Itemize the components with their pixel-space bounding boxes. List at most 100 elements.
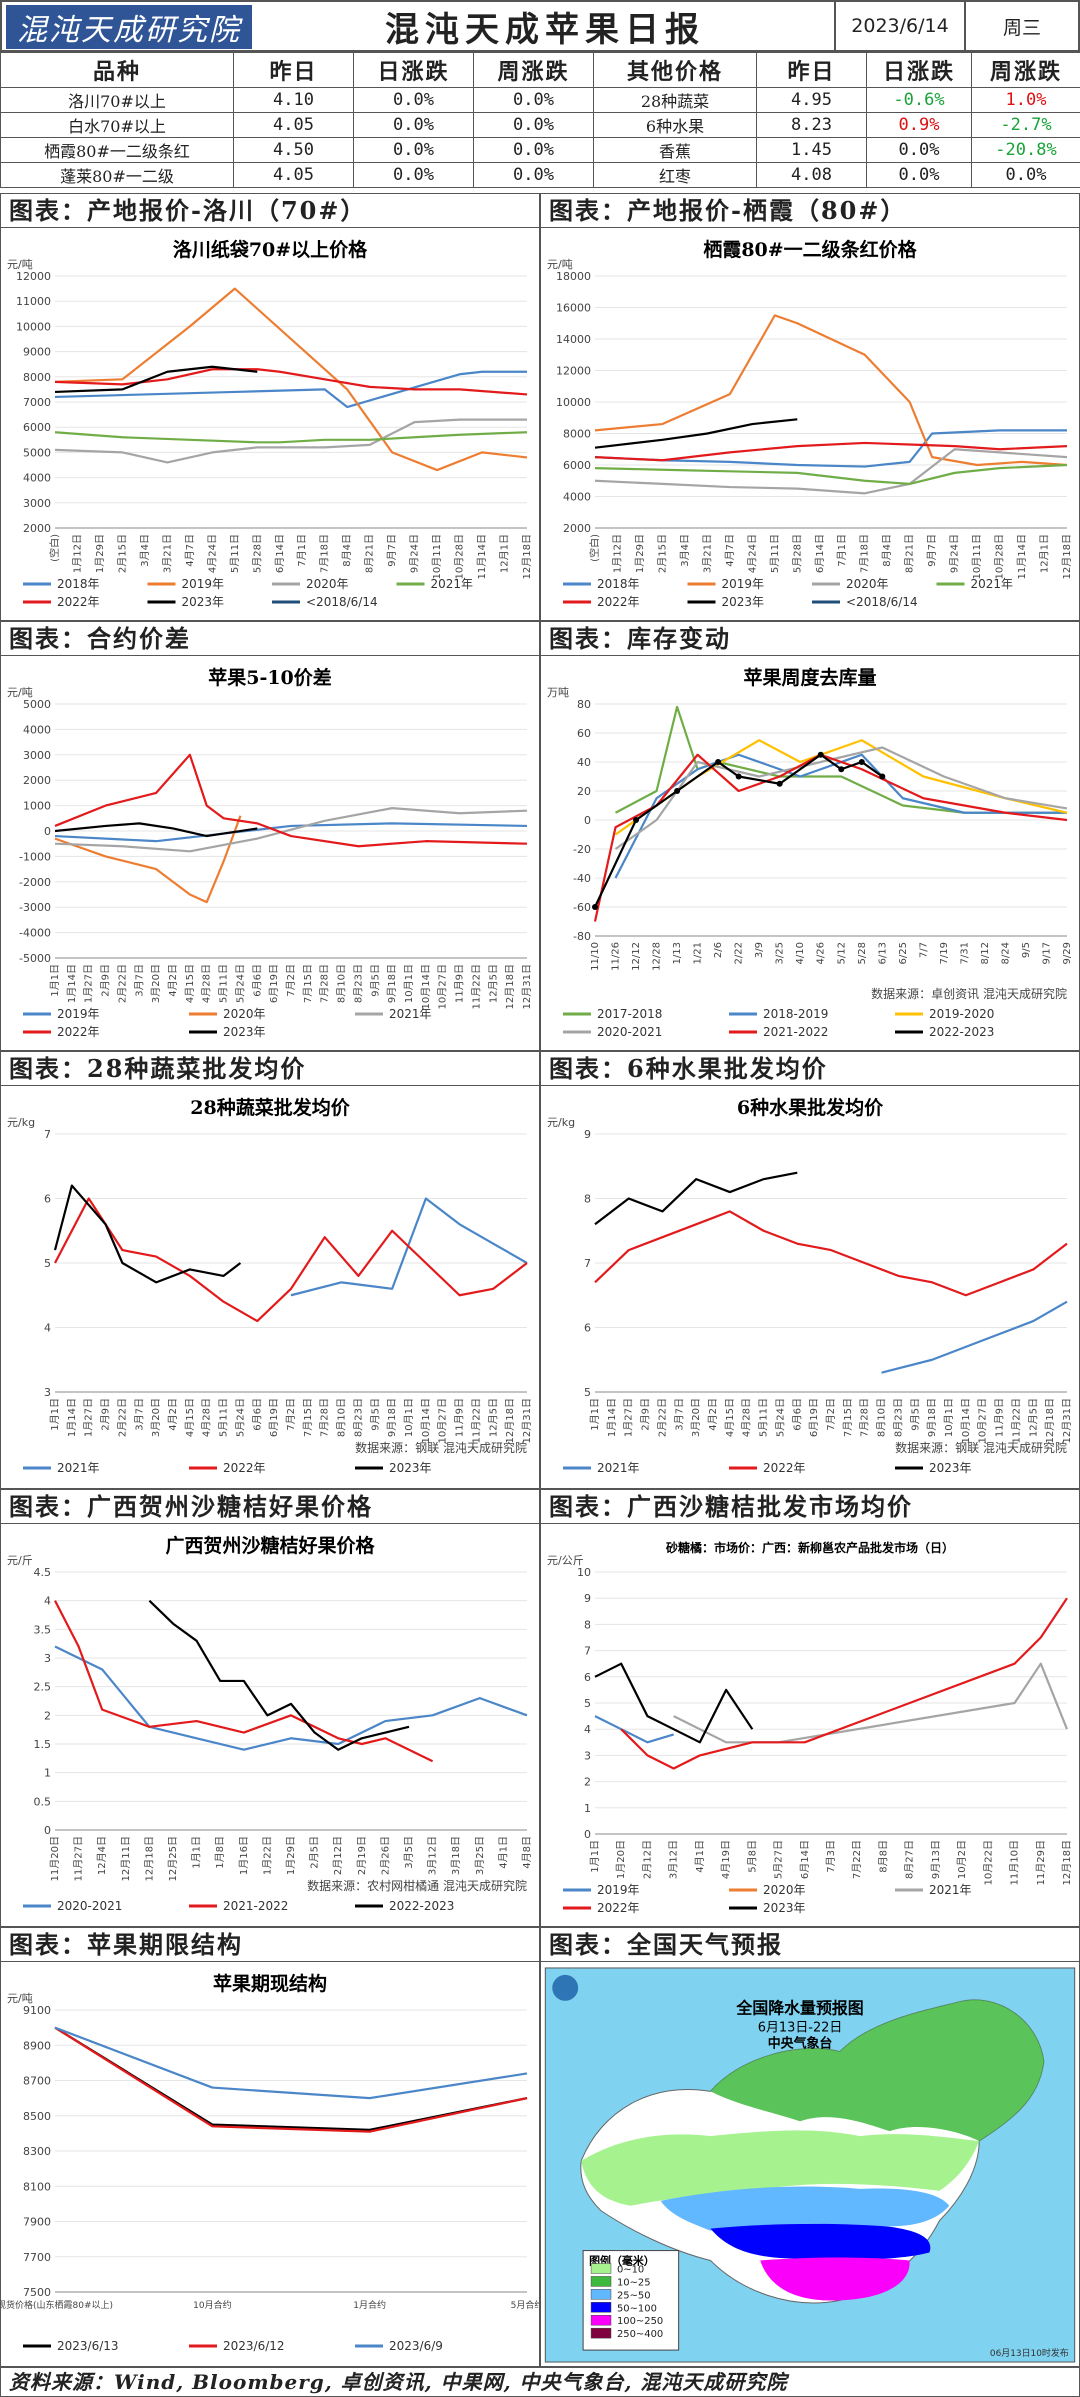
y-tick-label: 0 [584, 1828, 591, 1841]
report-weekday: 周三 [964, 2, 1078, 50]
x-tick-label: 12月18日 [521, 534, 533, 579]
x-tick-label: 4月7日 [724, 534, 736, 567]
weather-stamp: 06月13日10时发布 [990, 2347, 1069, 2359]
x-tick-label: 6月6日 [791, 1398, 803, 1431]
x-tick-label: 5月24日 [234, 1398, 246, 1437]
y-tick-label: 5 [44, 1257, 51, 1270]
series-line [53, 1184, 242, 1284]
x-tick-label: 1月29日 [634, 534, 646, 573]
table-cell: 洛川70#以上 [0, 87, 234, 113]
x-tick-label: 9月18日 [386, 964, 398, 1003]
y-tick-label: 6 [584, 1322, 591, 1335]
x-tick-label: 8/24 [1000, 942, 1011, 964]
y-tick-label: 18000 [556, 270, 591, 283]
legend-label: 2019年 [182, 577, 225, 591]
x-tick-label: 7月3日 [825, 1840, 837, 1873]
y-tick-label: 7500 [23, 2286, 51, 2299]
table-cell: 蓬莱80#一二级 [0, 162, 234, 188]
x-tick-label: 1月27日 [623, 1398, 635, 1437]
series-line [615, 705, 1067, 814]
x-tick-label: 1月1日 [589, 1840, 601, 1873]
x-tick-label: 12月18日 [143, 1836, 155, 1881]
x-tick-label: 12月18日 [1061, 534, 1073, 579]
x-tick-label: 1月1日 [191, 1836, 203, 1869]
report-date: 2023/6/14 [834, 2, 964, 50]
legend-swatch [590, 2263, 612, 2274]
y-tick-label: 20 [577, 785, 591, 798]
y-tick-label: 7 [584, 1257, 591, 1270]
x-tick-label: 5月11日 [758, 1398, 770, 1437]
y-tick-label: 12000 [16, 270, 51, 283]
x-tick-label: 10月27日 [437, 1398, 449, 1443]
legend-label: 2020-2021 [597, 1025, 662, 1039]
x-tick-label: 9/17 [1041, 942, 1052, 964]
table-cell: 28种蔬菜 [593, 87, 757, 113]
x-tick-label: 9/29 [1062, 942, 1073, 964]
col-header: 品种 [0, 52, 234, 88]
table-cell: 0.0% [866, 162, 972, 188]
y-tick-label: 2 [584, 1776, 591, 1789]
x-tick-label: 4月2日 [167, 1398, 179, 1431]
y-tick-label: 2 [44, 1709, 51, 1722]
table-cell: 0.0% [971, 162, 1080, 188]
panel-header: 图表：广西贺州沙糖桔好果价格 [1, 1490, 539, 1524]
panel-header: 图表：合约价差 [1, 622, 539, 656]
y-tick-label: 3 [44, 1652, 51, 1665]
y-tick-label: 2.5 [34, 1681, 52, 1694]
y-tick-label: -80 [573, 930, 591, 943]
y-tick-label: 16000 [556, 302, 591, 315]
legend-label: 2021年 [389, 1007, 432, 1021]
series-line [594, 753, 883, 908]
y-axis-label: 元/吨 [7, 686, 33, 699]
price-table-header: 品种 昨日 日涨跌 周涨跌 其他价格 昨日 日涨跌 周涨跌 [0, 52, 1080, 88]
y-tick-label: 8900 [23, 2039, 51, 2052]
y-tick-label: -20 [573, 843, 591, 856]
x-tick-label: 11月22日 [470, 1398, 482, 1443]
x-tick-label: 4月2日 [167, 964, 179, 997]
y-axis-label: 元/kg [547, 1116, 575, 1129]
x-tick-label: 2月19日 [356, 1836, 368, 1875]
x-tick-label: 1月16日 [238, 1836, 250, 1875]
x-tick-label: 5月11日 [229, 534, 241, 573]
table-row: 洛川70#以上 4.10 0.0% 0.0% 28种蔬菜 4.95 -0.6% 1.0% [0, 87, 1080, 113]
x-tick-label: 1月14日 [66, 1398, 78, 1437]
col-header: 周涨跌 [971, 52, 1080, 88]
x-tick-label: 4月7日 [184, 534, 196, 567]
x-tick-label: 6/13 [877, 942, 888, 964]
series-marker [715, 759, 722, 765]
y-tick-label: 0 [584, 814, 591, 827]
y-tick-label: 1 [44, 1767, 51, 1780]
x-tick-label: 6月14日 [799, 1840, 811, 1879]
x-tick-label: 7月1日 [836, 534, 848, 567]
y-axis-label: 元/kg [7, 1116, 35, 1129]
x-tick-label: 1月1日 [49, 1398, 61, 1431]
chart-title: 苹果5-10价差 [208, 666, 332, 689]
y-tick-label: 4000 [23, 472, 51, 485]
data-source-note: 数据来源：卓创资讯 混沌天成研究院 [871, 986, 1067, 1001]
x-tick-label: 2月22日 [656, 1398, 668, 1437]
legend-label: 2023/6/9 [389, 2339, 443, 2353]
x-tick-label: 12月5日 [1027, 1398, 1039, 1437]
legend-swatch [590, 2327, 612, 2339]
series-line [54, 1645, 528, 1751]
x-tick-label: 7/31 [959, 942, 970, 964]
x-tick-label: 1/13 [672, 942, 683, 964]
col-header: 日涨跌 [353, 52, 474, 88]
x-tick-label: 7/7 [918, 942, 929, 958]
chart-title: 苹果期现结构 [213, 1972, 327, 1995]
x-tick-label: 7/19 [939, 942, 950, 964]
x-tick-label: 2月12日 [641, 1840, 653, 1879]
table-cell: 栖霞80#一二级条红 [0, 137, 234, 163]
series-line [54, 370, 527, 409]
table-cell: 0.0% [473, 137, 594, 163]
table-row: 白水70#以上 4.05 0.0% 0.0% 6种水果 8.23 0.9% -2.7% [0, 112, 1080, 138]
chart-title: 苹果周度去库量 [743, 666, 876, 689]
y-tick-label: 6 [44, 1193, 51, 1206]
data-source-note: 数据来源：钢联 混沌天成研究院 [895, 1440, 1067, 1455]
table-cell: 4.05 [233, 112, 354, 138]
report-title: 混沌天成苹果日报 [385, 9, 705, 50]
x-tick-label: 10月14日 [420, 1398, 432, 1443]
x-tick-label: 11月27日 [73, 1836, 85, 1881]
x-tick-label: 7月15日 [302, 964, 314, 1003]
